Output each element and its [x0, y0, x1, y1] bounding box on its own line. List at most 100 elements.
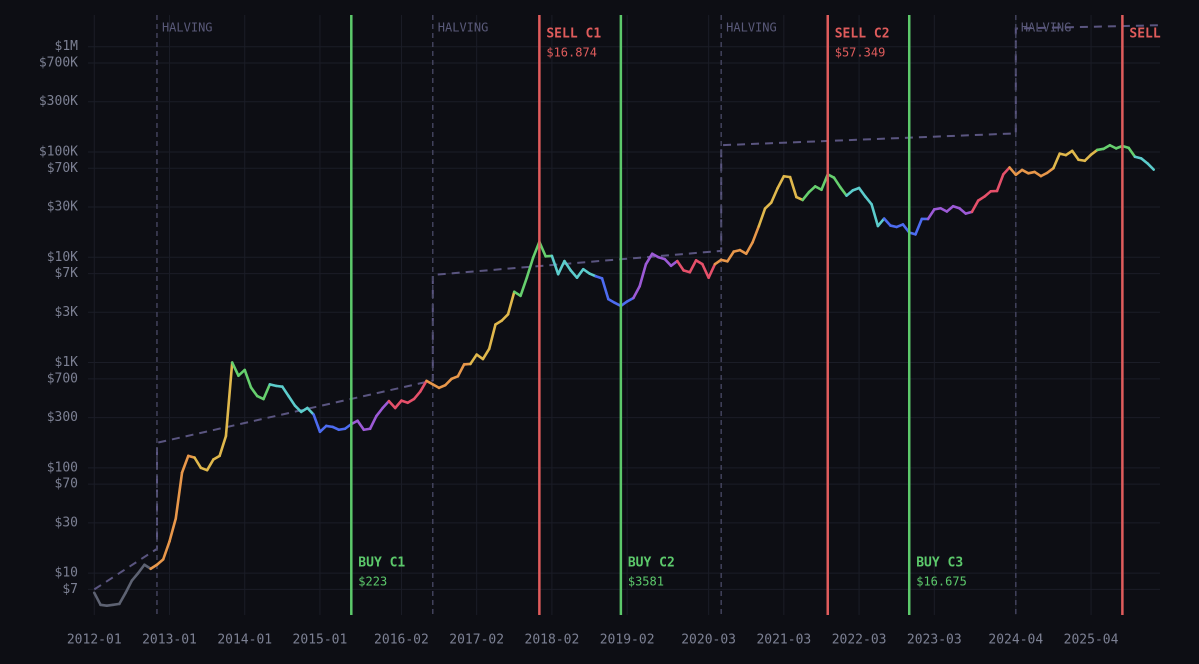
y-tick-label: $3K — [55, 305, 79, 320]
price-segment — [776, 174, 786, 190]
y-tick-label: $70K — [47, 161, 78, 176]
y-tick-label: $70 — [55, 477, 78, 492]
x-tick-label: 2018-02 — [525, 633, 580, 648]
y-tick-label: $700 — [47, 371, 78, 386]
halving-label: HALVING — [162, 21, 213, 35]
price-segment — [1139, 157, 1149, 165]
price-segment — [870, 203, 880, 228]
price-segment — [838, 185, 848, 197]
y-tick-label: $100K — [39, 144, 78, 159]
price-segment — [751, 224, 761, 244]
price-segment — [983, 190, 993, 198]
price-segment — [763, 201, 773, 210]
price-segment — [174, 471, 184, 520]
price-segment — [444, 377, 453, 387]
price-segment — [381, 399, 391, 410]
price-segment — [926, 208, 936, 221]
price-segment — [519, 276, 529, 298]
x-tick-label: 2019-02 — [600, 633, 655, 648]
price-segment — [356, 419, 366, 432]
price-segment — [124, 579, 134, 595]
price-segment — [1146, 162, 1156, 171]
price-segment — [237, 368, 247, 377]
x-tick-label: 2016-02 — [374, 633, 429, 648]
sell-price: $16.874 — [546, 46, 597, 60]
price-segment — [287, 394, 297, 407]
x-tick-label: 2025-04 — [1064, 633, 1119, 648]
price-segment — [563, 259, 573, 272]
price-segment — [970, 199, 980, 214]
price-segment — [644, 252, 654, 266]
price-segment — [218, 434, 228, 458]
y-tick-label: $30K — [47, 200, 78, 215]
price-segment — [1127, 146, 1137, 159]
sell-label: SELL C2 — [835, 27, 890, 42]
buy-label: BUY C2 — [628, 556, 675, 571]
price-segment — [393, 399, 403, 410]
y-tick-label: $100 — [47, 460, 78, 475]
price-segment — [412, 390, 422, 401]
price-segment — [130, 571, 140, 582]
y-tick-label: $10 — [55, 566, 78, 581]
price-segment — [669, 259, 679, 268]
price-segment — [556, 259, 566, 276]
x-tick-label: 2021-03 — [756, 633, 811, 648]
x-tick-label: 2023-03 — [907, 633, 962, 648]
buy-label: BUY C3 — [916, 556, 963, 571]
price-segment — [600, 277, 610, 301]
x-tick-label: 2014-01 — [217, 633, 272, 648]
price-segment — [832, 176, 842, 189]
price-segment — [230, 361, 240, 377]
price-segment — [995, 173, 1005, 193]
y-tick-label: $1K — [55, 355, 79, 370]
price-segment — [914, 217, 924, 236]
price-segment — [1070, 149, 1080, 162]
y-tick-label: $10K — [47, 250, 78, 265]
price-segment — [375, 406, 384, 418]
price-segment — [249, 386, 259, 398]
price-segment — [958, 206, 967, 215]
price-segment — [688, 259, 698, 274]
y-tick-label: $300K — [39, 94, 78, 109]
price-segment — [418, 379, 428, 393]
x-tick-label: 2012-01 — [67, 633, 122, 648]
price-segment — [1045, 166, 1055, 175]
price-segment — [161, 540, 171, 561]
price-segment — [1008, 166, 1018, 177]
price-segment — [1083, 153, 1093, 163]
halving-label: HALVING — [726, 21, 777, 35]
price-segment — [707, 262, 717, 279]
price-segment — [1089, 148, 1099, 157]
price-segment — [788, 175, 798, 199]
price-segment — [243, 368, 253, 389]
sell-label: SELL — [1129, 27, 1160, 42]
price-segment — [205, 458, 215, 472]
y-tick-label: $700K — [39, 56, 78, 71]
x-tick-label: 2015-01 — [293, 633, 348, 648]
price-segment — [770, 186, 779, 204]
price-segment — [306, 406, 315, 416]
price-segment — [525, 256, 535, 279]
price-segment — [550, 254, 560, 276]
price-segment — [224, 361, 234, 438]
price-segment — [701, 262, 710, 279]
price-segment — [807, 185, 817, 194]
price-segment — [506, 290, 516, 316]
price-segment — [155, 558, 165, 567]
x-tick-label: 2017-02 — [449, 633, 504, 648]
y-tick-label: $7 — [62, 582, 78, 597]
price-segment — [744, 241, 754, 256]
grid — [88, 15, 1160, 615]
buy-price: $3581 — [628, 575, 664, 589]
price-segment — [500, 313, 510, 322]
x-tick-label: 2013-01 — [142, 633, 197, 648]
sell-price: $57.349 — [835, 46, 886, 60]
price-segment — [675, 259, 685, 272]
halving-label: HALVING — [1021, 21, 1072, 35]
y-tick-label: $300 — [47, 410, 78, 425]
price-segment — [1052, 152, 1061, 170]
price-segment — [575, 267, 585, 279]
price-segment — [456, 363, 466, 378]
sell-label: SELL C1 — [546, 27, 601, 42]
